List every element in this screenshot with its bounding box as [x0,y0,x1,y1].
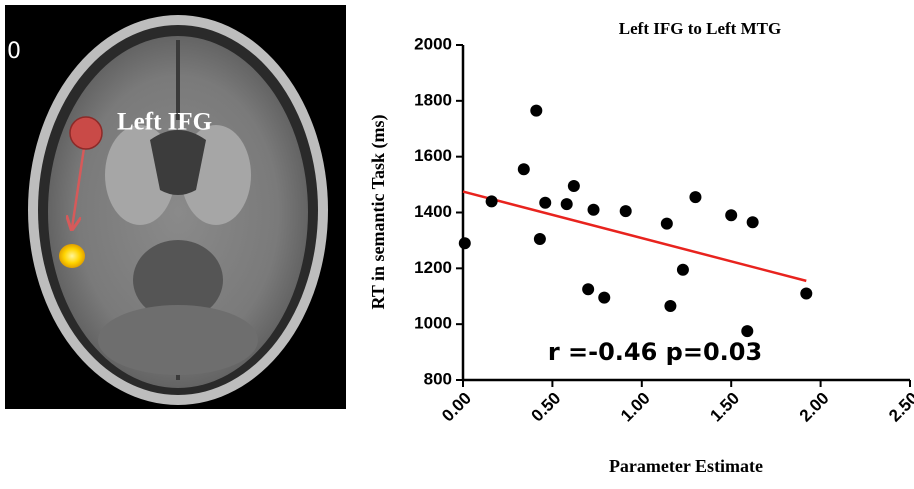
point [459,237,471,249]
y-tick-label: 1200 [414,258,452,277]
chart: Left IFG to Left MTG Parameter Estimate … [368,19,914,476]
point [677,264,689,276]
annotation: r =-0.46 p=0.03 [548,338,762,366]
x-axis-label: Parameter Estimate [609,456,763,476]
y-tick-label: 2000 [414,34,452,53]
point [747,216,759,228]
brain-panel: Left IFG 0 [5,5,346,409]
point [598,292,610,304]
point [582,283,594,295]
point [518,163,530,175]
y-axis-label: RT in semantic Task (ms) [368,114,389,309]
x-tick-label: 2.00 [796,389,833,426]
x-tick-label: 0.50 [528,389,565,426]
point [689,191,701,203]
x-tick-label: 1.00 [617,389,654,426]
seed-marker [70,117,102,149]
x-tick-label: 2.50 [885,389,914,426]
x-tick-label: 0.00 [438,389,475,426]
point [539,197,551,209]
trend-line [463,192,806,281]
region-label: Left IFG [117,109,212,136]
figure: Left IFG 0 Left IFG to Left MTG Paramete… [0,0,914,489]
point [568,180,580,192]
chart-title: Left IFG to Left MTG [619,19,781,38]
point [561,198,573,210]
point [486,195,498,207]
point [588,204,600,216]
x-tick-label: 1.50 [706,389,743,426]
point [534,233,546,245]
point [741,325,753,337]
point [530,105,542,117]
point [661,218,673,230]
y-tick-label: 1400 [414,202,452,221]
point [620,205,632,217]
point [725,209,737,221]
activation-blob [59,244,85,268]
slice-label: 0 [7,39,21,64]
y-tick-label: 1600 [414,146,452,165]
y-tick-label: 1000 [414,314,452,333]
y-tick-label: 1800 [414,90,452,109]
occipital [98,305,258,375]
point [664,300,676,312]
point [800,287,812,299]
y-tick-label: 800 [424,369,452,388]
